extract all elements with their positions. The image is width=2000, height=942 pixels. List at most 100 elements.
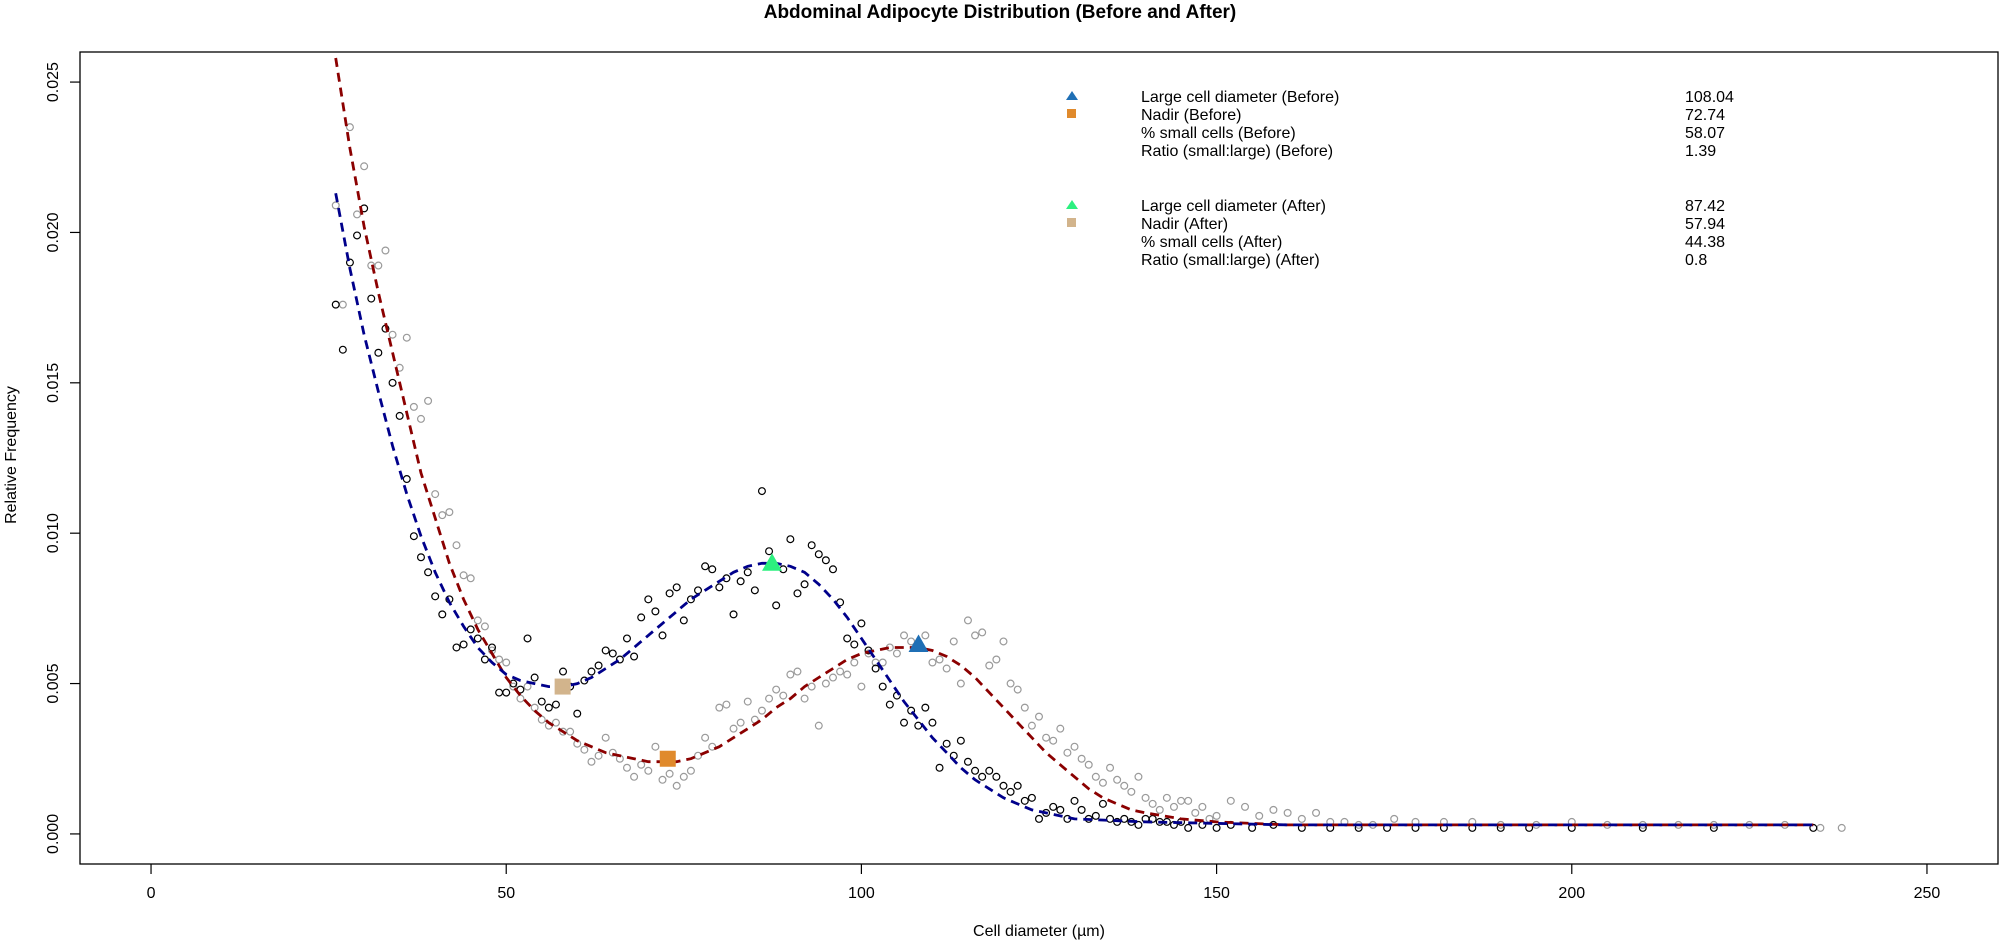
points-before-point — [956, 736, 965, 745]
points-before-point — [431, 592, 440, 601]
points-after-point — [1134, 772, 1143, 781]
legend: Large cell diameter (Before) 108.04 Nadir … — [1066, 89, 1734, 269]
points-after-point — [928, 658, 937, 667]
points-after-point — [608, 748, 617, 757]
points-before-point — [850, 640, 859, 649]
legend-value: 87.42 — [1685, 198, 1725, 215]
points-before-point — [438, 610, 447, 619]
points-after-point — [1191, 808, 1200, 817]
points-before-point — [1091, 811, 1100, 820]
points-after-point — [765, 694, 774, 703]
points-after-point — [757, 706, 766, 715]
points-before-point — [1020, 796, 1029, 805]
points-before-point — [807, 541, 816, 550]
points-after-point — [388, 330, 397, 339]
points-before-point — [395, 411, 404, 420]
points-after-point — [729, 724, 738, 733]
points-after-point — [1226, 796, 1235, 805]
points-after-point — [409, 402, 418, 411]
legend-label: % small cells (After) — [1141, 234, 1282, 251]
points-after-point — [850, 658, 859, 667]
points-after-point — [722, 700, 731, 709]
points-after-point — [1027, 721, 1036, 730]
points-after-point — [516, 694, 525, 703]
legend-label: Ratio (small:large) (After) — [1141, 252, 1320, 269]
x-tick-label: 150 — [1203, 885, 1230, 902]
y-tick-label: 0.020 — [45, 212, 62, 252]
points-before-point — [821, 556, 830, 565]
points-before-point — [793, 589, 802, 598]
y-tick-label: 0.000 — [45, 814, 62, 854]
points-after-point — [1063, 748, 1072, 757]
before-points — [331, 204, 1818, 832]
legend-value: 58.07 — [1685, 125, 1725, 142]
points-before-point — [857, 619, 866, 628]
points-after-point — [651, 742, 660, 751]
x-tick-label: 50 — [497, 885, 515, 902]
points-before-point — [367, 294, 376, 303]
legend-label: Ratio (small:large) (Before) — [1141, 143, 1333, 160]
points-before-point — [907, 706, 916, 715]
points-after-point — [1312, 808, 1321, 817]
points-before-point — [701, 562, 710, 571]
points-after-point — [793, 667, 802, 676]
points-after-point — [1297, 814, 1306, 823]
points-after-point — [1098, 778, 1107, 787]
chart-title: Abdominal Adipocyte Distribution (Before… — [764, 2, 1237, 23]
points-before-point — [608, 649, 617, 658]
large-before-marker — [908, 634, 929, 652]
legend-value: 44.38 — [1685, 234, 1725, 251]
points-before-point — [622, 634, 631, 643]
y-tick-label: 0.005 — [45, 663, 62, 703]
points-before-point — [523, 634, 532, 643]
points-before-point — [921, 703, 930, 712]
legend-value: 1.39 — [1685, 143, 1716, 160]
points-before-point — [530, 673, 539, 682]
points-before-point — [736, 577, 745, 586]
points-after-point — [892, 649, 901, 658]
legend-value: 57.94 — [1685, 216, 1725, 233]
points-before-point — [353, 231, 362, 240]
points-after-point — [566, 727, 575, 736]
points-after-point — [431, 490, 440, 499]
points-after-point — [480, 622, 489, 631]
points-after-point — [1255, 811, 1264, 820]
points-after-point — [1816, 823, 1825, 832]
points-after-point — [1020, 703, 1029, 712]
points-after-point — [1106, 763, 1115, 772]
points-after-point — [473, 616, 482, 625]
points-after-point — [963, 616, 972, 625]
points-before-point — [679, 616, 688, 625]
points-after-point — [459, 571, 468, 580]
points-after-point — [1390, 814, 1399, 823]
points-after-point — [402, 333, 411, 342]
points-before-point — [999, 781, 1008, 790]
points-after-point — [1091, 772, 1100, 781]
points-before-point — [971, 766, 980, 775]
points-after-point — [502, 658, 511, 667]
legend-label: Nadir (After) — [1141, 216, 1228, 233]
points-before-point — [942, 739, 951, 748]
points-before-point — [765, 547, 774, 556]
points-after-point — [644, 766, 653, 775]
legend-label: Large cell diameter (Before) — [1141, 89, 1339, 106]
points-before-point — [480, 655, 489, 664]
x-axis-label: Cell diameter (µm) — [973, 923, 1105, 940]
legend-value: 0.8 — [1685, 252, 1707, 269]
markers — [554, 553, 929, 767]
points-after-point — [1077, 754, 1086, 763]
points-after-point — [978, 628, 987, 637]
points-after-point — [686, 766, 695, 775]
points-after-point — [821, 679, 830, 688]
points-before-point — [388, 378, 397, 387]
points-after-point — [772, 685, 781, 694]
legend-value: 72.74 — [1685, 107, 1725, 124]
curve-before-line — [334, 57, 1814, 827]
points-before-point — [935, 763, 944, 772]
points-before-point — [729, 610, 738, 619]
points-after-point — [843, 670, 852, 679]
points-before-point — [672, 583, 681, 592]
points-after-point — [1169, 802, 1178, 811]
x-tick-label: 200 — [1558, 885, 1585, 902]
points-before-point — [1809, 823, 1818, 832]
